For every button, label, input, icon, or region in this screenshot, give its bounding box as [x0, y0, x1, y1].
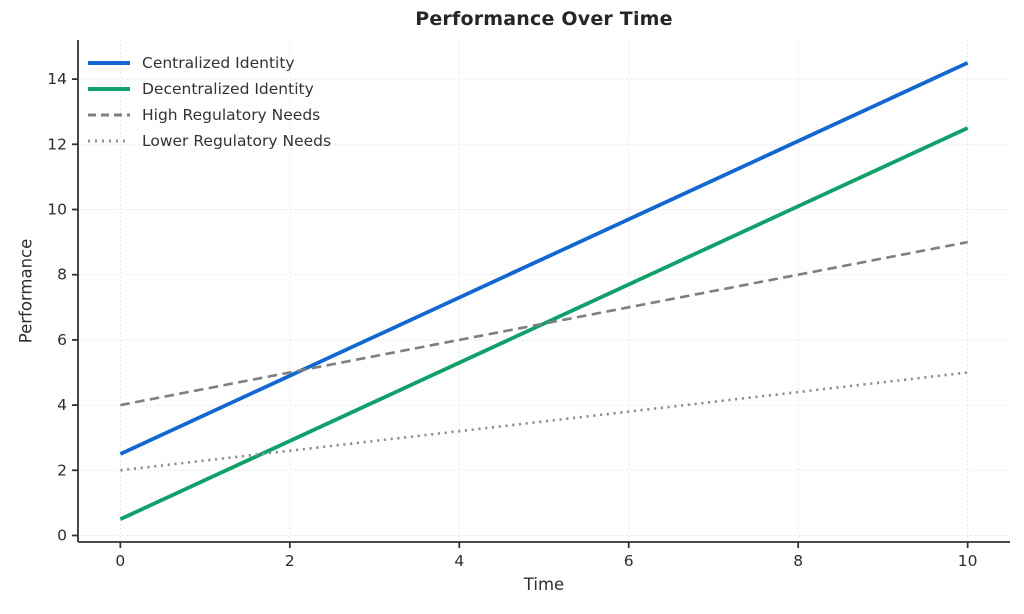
x-tick-label: 10	[958, 552, 978, 570]
legend-item: Lower Regulatory Needs	[88, 128, 331, 154]
y-tick-label: 0	[57, 526, 67, 544]
y-tick-label: 10	[47, 201, 67, 219]
y-tick-label: 6	[57, 331, 67, 349]
legend-line-dashed-icon	[88, 113, 130, 117]
legend-label: Decentralized Identity	[142, 80, 314, 98]
legend-line-solid-blue-icon	[88, 61, 130, 65]
legend-line-solid-green-icon	[88, 87, 130, 91]
x-tick-label: 0	[115, 552, 125, 570]
y-tick-label: 2	[57, 461, 67, 479]
legend-line-dotted-icon	[88, 139, 130, 143]
legend: Centralized Identity Decentralized Ident…	[88, 50, 331, 154]
legend-label: High Regulatory Needs	[142, 106, 321, 124]
legend-item: Decentralized Identity	[88, 76, 331, 102]
y-tick-label: 12	[47, 135, 67, 153]
legend-item: Centralized Identity	[88, 50, 331, 76]
legend-item: High Regulatory Needs	[88, 102, 331, 128]
x-tick-label: 2	[285, 552, 295, 570]
y-tick-label: 4	[57, 396, 67, 414]
series-line-decentralized-identity	[119, 126, 969, 521]
y-tick-label: 8	[57, 266, 67, 284]
x-tick-label: 4	[454, 552, 464, 570]
chart-title: Performance Over Time	[415, 8, 673, 30]
legend-label: Lower Regulatory Needs	[142, 132, 332, 150]
x-tick-label: 6	[624, 552, 634, 570]
y-tick-label: 14	[47, 70, 67, 88]
series-line-high-regulatory-needs	[120, 240, 968, 407]
series-line-centralized-identity	[119, 61, 969, 456]
x-axis-label: Time	[523, 575, 565, 594]
legend-label: Centralized Identity	[142, 54, 295, 72]
x-tick-label: 8	[793, 552, 803, 570]
y-axis-label: Performance	[16, 238, 36, 344]
series-line-lower-regulatory-needs	[120, 371, 968, 472]
